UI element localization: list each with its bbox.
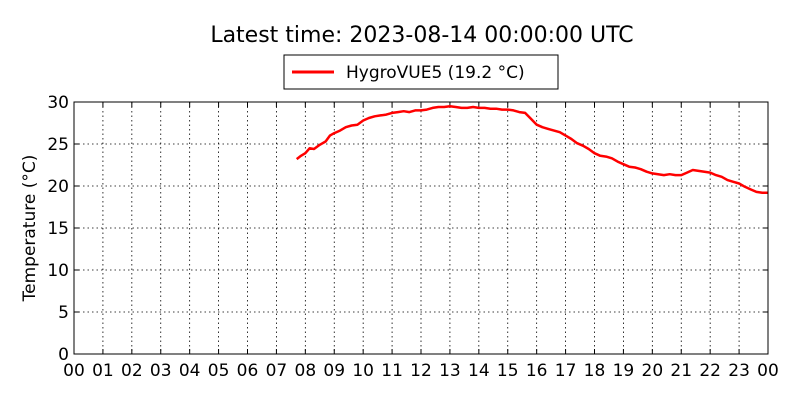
y-tick-label: 25 <box>47 135 69 155</box>
x-tick-label: 02 <box>121 361 143 381</box>
y-axis-label: Temperature (°C) <box>20 155 40 303</box>
x-tick-label: 09 <box>323 361 345 381</box>
legend-entry-label: HygroVUE5 (19.2 °C) <box>346 63 525 83</box>
y-tick-label: 20 <box>47 177 69 197</box>
x-tick-label: 23 <box>728 361 750 381</box>
x-tick-label: 21 <box>670 361 692 381</box>
y-tick-label: 10 <box>47 261 69 281</box>
y-tick-label: 30 <box>47 93 69 113</box>
x-tick-label: 15 <box>497 361 519 381</box>
x-tick-label: 06 <box>237 361 259 381</box>
x-tick-label: 19 <box>613 361 635 381</box>
y-tick-label: 5 <box>58 303 69 323</box>
x-tick-label: 20 <box>642 361 664 381</box>
x-tick-label: 01 <box>92 361 114 381</box>
x-tick-labels: 00 01 02 03 04 05 06 07 08 09 10 11 12 13 14 15 16 17 18 19… <box>63 361 779 381</box>
x-tick-label: 07 <box>266 361 288 381</box>
x-tick-label: 22 <box>699 361 721 381</box>
chart-title: Latest time: 2023-08-14 00:00:00 UTC <box>210 23 633 48</box>
x-tick-label: 04 <box>179 361 201 381</box>
plot-frame <box>73 101 769 355</box>
x-tick-label: 08 <box>295 361 317 381</box>
x-tick-label: 05 <box>208 361 230 381</box>
x-tick-label: 11 <box>381 361 403 381</box>
x-tick-label: 13 <box>439 361 461 381</box>
series-line-hygrovue5 <box>295 104 768 194</box>
y-tick-labels: 0 5 10 15 20 25 30 <box>47 93 69 365</box>
y-tick-label: 15 <box>47 219 69 239</box>
x-tick-label: 10 <box>352 361 374 381</box>
x-tick-label: 00 <box>757 361 779 381</box>
x-tick-label: 18 <box>584 361 606 381</box>
x-tick-label: 03 <box>150 361 172 381</box>
x-tick-label: 12 <box>410 361 432 381</box>
x-tick-label: 00 <box>63 361 85 381</box>
legend: HygroVUE5 (19.2 °C) <box>283 54 559 90</box>
x-tick-label: 14 <box>468 361 490 381</box>
y-tick-label: 0 <box>58 345 69 365</box>
x-tick-label: 17 <box>555 361 577 381</box>
x-tick-label: 16 <box>526 361 548 381</box>
grid <box>74 102 768 354</box>
